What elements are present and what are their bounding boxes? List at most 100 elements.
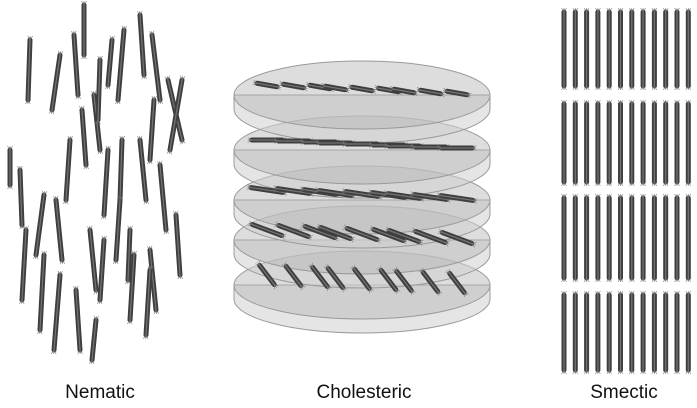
cholesteric-rod — [247, 220, 287, 240]
smectic-rod — [606, 7, 612, 91]
nematic-rod — [136, 10, 148, 80]
smectic-rod — [572, 7, 579, 91]
cholesteric-rod — [350, 264, 374, 294]
cholesteric-rod — [436, 192, 478, 204]
smectic-rod — [651, 7, 658, 91]
nematic-rod — [146, 245, 160, 315]
smectic-rod — [651, 99, 658, 187]
cholesteric-rod — [418, 267, 443, 297]
smectic-rod — [606, 99, 612, 187]
cholesteric-layer — [233, 60, 491, 144]
nematic-rod — [88, 315, 100, 365]
nematic-rod — [114, 25, 128, 105]
smectic-rod — [662, 290, 669, 375]
smectic-rod — [674, 290, 680, 375]
smectic-rod — [629, 99, 635, 187]
cholesteric-rod — [389, 85, 419, 97]
smectic-rod — [651, 290, 658, 375]
nematic-rod — [50, 270, 64, 355]
cholesteric-rod — [437, 145, 477, 151]
smectic-rod — [617, 290, 624, 375]
smectic-rod — [640, 7, 646, 91]
cholesteric-rod — [376, 265, 401, 295]
smectic-rod — [629, 290, 635, 375]
cholesteric-rod — [300, 222, 340, 242]
cholesteric-rod — [316, 223, 355, 243]
nematic-rod — [17, 165, 25, 230]
smectic-rod — [640, 290, 646, 375]
smectic-rod — [640, 193, 646, 283]
cholesteric-rod — [437, 228, 477, 248]
cholesteric-rod — [274, 221, 313, 241]
smectic-rod — [674, 99, 680, 187]
cholesteric-rod-group — [246, 184, 478, 204]
smectic-rod — [583, 193, 590, 283]
nematic-rod — [52, 195, 66, 265]
nematic-rod — [25, 35, 33, 105]
smectic-rod — [629, 7, 635, 91]
cholesteric-label: Cholesteric — [316, 382, 412, 403]
cholesteric-rod — [416, 86, 445, 98]
smectic-rod — [595, 7, 601, 91]
cholesteric-rod — [252, 79, 282, 91]
nematic-rod — [112, 195, 124, 265]
smectic-rod — [606, 193, 612, 283]
nematic-rod — [70, 30, 82, 100]
nematic-rod — [86, 225, 100, 295]
nematic-rod — [172, 210, 184, 280]
smectic-label: Smectic — [590, 382, 658, 403]
smectic-rod — [583, 99, 590, 187]
nematic-rod — [37, 250, 47, 335]
nematic-rod — [48, 50, 64, 115]
nematic-rod — [136, 135, 150, 205]
cholesteric-rod — [323, 263, 348, 293]
cholesteric-rod-group — [255, 260, 469, 298]
cholesteric-rod — [308, 262, 332, 292]
smectic-rod — [572, 290, 579, 375]
smectic-rod — [617, 99, 624, 187]
cholesteric-rod — [445, 268, 469, 298]
smectic-rod — [662, 193, 669, 283]
nematic-panel — [7, 0, 186, 365]
nematic-rod — [166, 75, 186, 155]
smectic-layer — [561, 193, 692, 283]
nematic-rod — [7, 145, 13, 190]
cholesteric-rod — [273, 185, 314, 197]
smectic-rod — [685, 99, 692, 187]
cholesteric-rod — [442, 87, 472, 99]
nematic-rod — [96, 235, 108, 305]
smectic-layer — [561, 99, 692, 187]
cholesteric-rod-group — [252, 79, 472, 99]
nematic-label: Nematic — [65, 382, 135, 403]
smectic-rod — [674, 7, 680, 91]
nematic-rod — [90, 90, 104, 155]
nematic-rod — [81, 0, 87, 60]
smectic-rod — [595, 290, 601, 375]
nematic-rod — [127, 250, 137, 325]
smectic-layer — [561, 7, 692, 91]
cholesteric-rod — [383, 190, 425, 202]
nematic-rod — [95, 55, 103, 125]
cholesteric-rod — [281, 261, 306, 291]
cholesteric-rod — [255, 260, 279, 290]
smectic-rod — [561, 193, 567, 283]
smectic-layer — [561, 290, 692, 375]
nematic-rod — [146, 95, 158, 165]
smectic-rod — [685, 193, 692, 283]
smectic-rod — [685, 7, 692, 91]
cholesteric-rod — [369, 225, 408, 245]
smectic-rod — [685, 290, 692, 375]
nematic-rod — [72, 285, 84, 355]
smectic-rod — [595, 193, 601, 283]
nematic-rod — [104, 35, 116, 90]
smectic-rod — [561, 7, 567, 91]
smectic-rod — [572, 99, 579, 187]
smectic-panel — [561, 7, 692, 375]
smectic-rod — [651, 193, 658, 283]
nematic-rod — [148, 30, 164, 105]
smectic-rod — [561, 99, 567, 187]
smectic-rod — [572, 193, 579, 283]
nematic-rod — [156, 160, 170, 235]
